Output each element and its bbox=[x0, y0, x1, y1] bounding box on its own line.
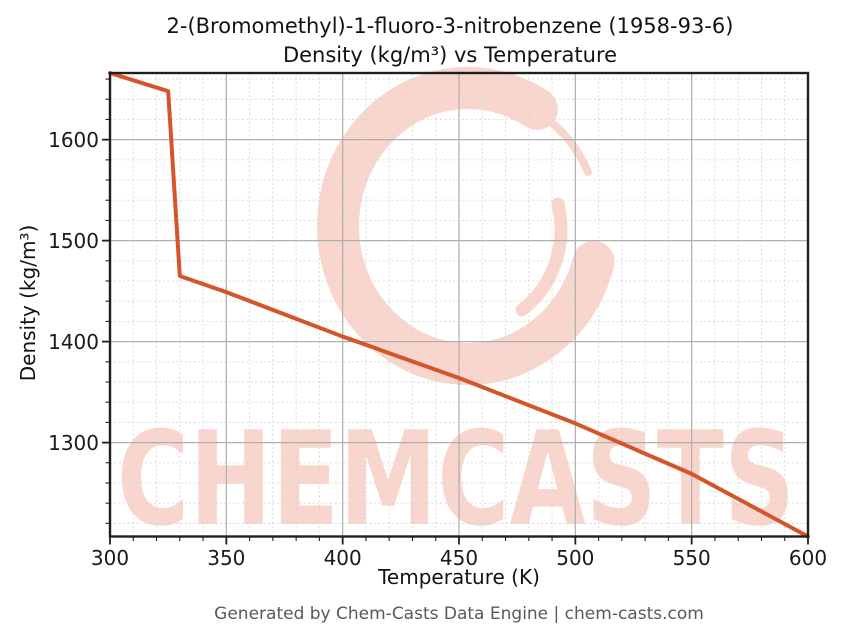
chart-title: 2-(Bromomethyl)-1-fluoro-3-nitrobenzene … bbox=[70, 12, 830, 70]
x-tick-label: 300 bbox=[90, 546, 130, 570]
watermark: CHEMCASTS bbox=[117, 66, 795, 555]
y-tick-label: 1300 bbox=[48, 430, 99, 455]
c-swoosh-tip-arc bbox=[536, 110, 592, 176]
density-line bbox=[108, 71, 810, 539]
chart-title-line2: Density (kg/m³) vs Temperature bbox=[282, 43, 618, 67]
c-swoosh-inner-arc bbox=[515, 197, 568, 317]
y-tick-label: 1500 bbox=[48, 228, 99, 253]
y-tick-label: 1600 bbox=[48, 127, 99, 152]
x-tick-label: 450 bbox=[439, 546, 479, 570]
footer-text: Generated by Chem-Casts Data Engine | ch… bbox=[214, 604, 704, 624]
c-swoosh-logo bbox=[317, 66, 615, 385]
y-tick-label: 1400 bbox=[48, 329, 99, 354]
x-axis-label: Temperature (K) bbox=[378, 565, 540, 589]
x-tick-label: 550 bbox=[672, 546, 711, 570]
x-tick-label: 500 bbox=[556, 546, 595, 570]
x-tick-label: 350 bbox=[207, 546, 246, 570]
plot-border bbox=[108, 71, 810, 538]
chart-title-line1: 2-(Bromomethyl)-1-fluoro-3-nitrobenzene … bbox=[166, 14, 734, 38]
x-tick-label: 400 bbox=[323, 546, 362, 570]
watermark-text: CHEMCASTS bbox=[117, 403, 795, 555]
x-tick-label: 600 bbox=[788, 546, 828, 570]
